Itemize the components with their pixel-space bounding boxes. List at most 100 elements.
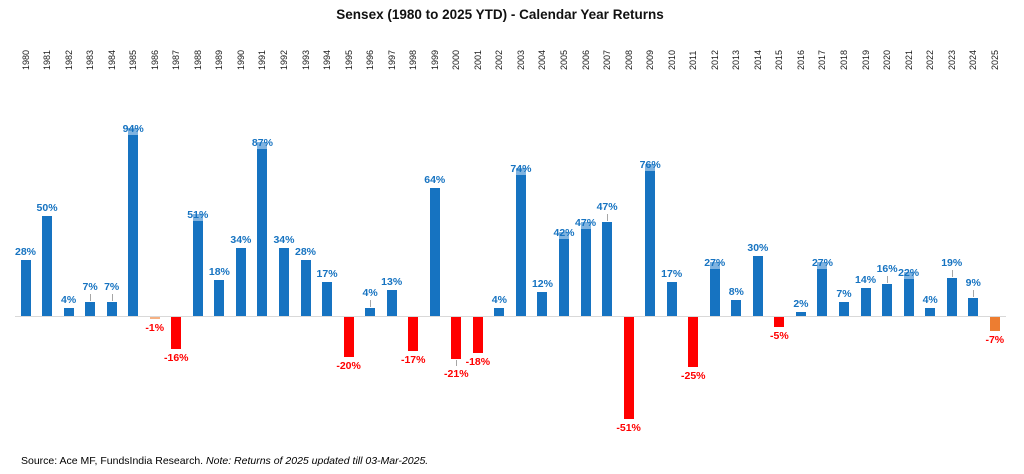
bar-label-2005: 42% — [553, 227, 575, 239]
bar-2010 — [666, 282, 677, 316]
bar-label-2017: 27% — [811, 257, 833, 269]
bar-1995 — [343, 317, 354, 357]
bar-2002 — [494, 308, 505, 316]
bar-2009 — [645, 164, 656, 316]
leader-line-2000 — [456, 360, 458, 366]
chart-title: Sensex (1980 to 2025 YTD) - Calendar Yea… — [336, 7, 664, 22]
year-label-1994: 1994 — [322, 49, 333, 70]
leader-line-2020 — [887, 276, 889, 283]
year-label-1980: 1980 — [20, 49, 31, 70]
bar-1980 — [20, 260, 31, 316]
bar-cap-1988 — [192, 214, 203, 221]
bar-label-2020: 16% — [876, 263, 898, 275]
year-label-1998: 1998 — [408, 49, 419, 70]
bar-cap-2012 — [709, 262, 720, 269]
bar-1987 — [171, 317, 182, 349]
bar-1981 — [42, 216, 53, 316]
bar-label-2014: 30% — [747, 242, 769, 254]
bar-label-1985: 94% — [122, 123, 144, 135]
year-label-2002: 2002 — [494, 49, 505, 70]
bar-2019 — [860, 288, 871, 316]
bar-cap-1991 — [257, 142, 268, 149]
leader-line-2024 — [973, 290, 975, 297]
year-label-1988: 1988 — [192, 49, 203, 70]
bar-label-2010: 17% — [661, 268, 683, 280]
year-label-2005: 2005 — [559, 49, 569, 70]
year-label-2015: 2015 — [774, 49, 785, 70]
bar-2000 — [451, 317, 462, 359]
bar-2017 — [817, 262, 828, 316]
year-label-2000: 2000 — [451, 49, 462, 70]
year-label-2004: 2004 — [537, 49, 548, 70]
year-label-2014: 2014 — [752, 49, 763, 70]
bar-label-2004: 12% — [531, 278, 553, 290]
bar-label-2025: -7% — [985, 334, 1005, 346]
year-label-1997: 1997 — [386, 49, 397, 70]
year-label-1992: 1992 — [278, 49, 289, 70]
bar-1990 — [235, 248, 246, 316]
leader-line-1983 — [90, 294, 92, 301]
bar-2001 — [472, 317, 483, 353]
year-label-1982: 1982 — [63, 49, 74, 70]
bar-cap-2005 — [559, 232, 569, 239]
bar-2016 — [795, 312, 806, 316]
bar-label-2016: 2% — [793, 298, 809, 310]
bar-label-1996: 4% — [362, 287, 378, 299]
bar-label-2015: -5% — [770, 330, 789, 342]
bar-2018 — [839, 302, 850, 316]
bar-label-1981: 50% — [36, 202, 58, 214]
bar-cap-2021 — [903, 272, 914, 279]
bar-label-1998: -17% — [400, 354, 426, 366]
year-label-2011: 2011 — [688, 50, 699, 70]
bar-1983 — [85, 302, 96, 316]
bar-label-1991: 87% — [251, 137, 273, 149]
bar-2014 — [752, 256, 763, 316]
year-label-1995: 1995 — [343, 49, 354, 70]
year-label-1986: 1986 — [149, 49, 160, 70]
bar-cap-1985 — [128, 128, 139, 135]
bar-cap-2006 — [580, 222, 591, 229]
year-label-1993: 1993 — [300, 49, 311, 70]
bar-label-1997: 13% — [381, 276, 403, 288]
year-label-2021: 2021 — [903, 49, 914, 70]
year-label-2009: 2009 — [645, 49, 656, 70]
bar-2022 — [925, 308, 936, 316]
bar-label-2007: 47% — [596, 201, 618, 213]
bar-1982 — [63, 308, 74, 316]
bar-2025 — [989, 317, 1000, 331]
bar-2007 — [602, 222, 613, 316]
footer-source: Source: Ace MF, FundsIndia Research. — [21, 455, 207, 467]
bar-label-1988: 51% — [187, 209, 209, 221]
bar-label-2000: -21% — [444, 368, 469, 380]
bar-label-1984: 7% — [104, 281, 120, 293]
year-label-2022: 2022 — [925, 49, 936, 70]
zero-axis-line — [15, 316, 1006, 317]
bar-2020 — [882, 284, 893, 316]
year-label-2007: 2007 — [602, 49, 613, 70]
leader-line-1996 — [370, 300, 372, 307]
bar-label-2019: 14% — [855, 274, 877, 286]
bar-2023 — [946, 278, 957, 316]
bar-label-1989: 18% — [208, 266, 230, 278]
bar-cap-2017 — [817, 262, 828, 269]
bar-label-2012: 27% — [704, 257, 726, 269]
footer-note: Note: Returns of 2025 updated till 03-Ma… — [206, 455, 429, 467]
year-label-1984: 1984 — [106, 49, 117, 70]
bar-label-1994: 17% — [316, 268, 338, 280]
bar-1985 — [128, 128, 139, 316]
bar-label-2021: 22% — [898, 267, 920, 279]
leader-line-2023 — [951, 270, 953, 277]
year-label-2003: 2003 — [515, 49, 526, 70]
bar-2008 — [623, 317, 634, 419]
bar-2011 — [688, 317, 699, 367]
bar-1984 — [106, 302, 117, 316]
year-label-1987: 1987 — [171, 49, 182, 70]
bar-label-2001: -18% — [465, 356, 491, 368]
bar-label-1993: 28% — [295, 246, 317, 258]
bar-label-1992: 34% — [273, 234, 295, 246]
bar-label-1999: 64% — [424, 174, 446, 186]
year-label-2025: 2025 — [989, 49, 1000, 70]
bar-2013 — [731, 300, 742, 316]
bar-1992 — [278, 248, 289, 316]
